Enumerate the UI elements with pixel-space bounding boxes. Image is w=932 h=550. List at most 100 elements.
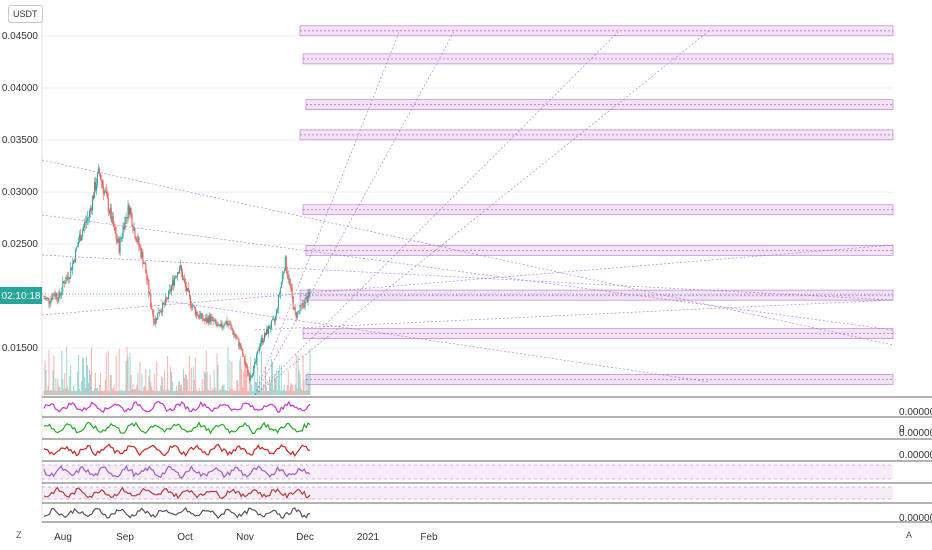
volume-bar [120, 389, 122, 395]
candle-body [229, 323, 231, 325]
volume-bar [232, 389, 234, 395]
volume-bar [153, 390, 155, 395]
candle-body [260, 343, 262, 347]
candle-body [83, 226, 85, 231]
candle-body [259, 346, 261, 351]
volume-bar [295, 354, 297, 395]
volume-bar [101, 390, 103, 395]
candle-body [50, 298, 52, 303]
candle-body [91, 196, 93, 211]
volume-bar [264, 390, 266, 395]
candle-body [98, 168, 100, 174]
candle-body [149, 293, 151, 295]
volume-bar [77, 371, 79, 395]
auto-scale-right-button[interactable]: A [906, 530, 913, 540]
oscillator-line [43, 464, 311, 479]
price-tick-label: 0.04500 [2, 31, 39, 42]
volume-bar [104, 379, 106, 395]
volume-bar [208, 390, 210, 395]
candle-body [67, 276, 69, 278]
volume-bar [190, 367, 192, 395]
volume-bar [278, 365, 280, 395]
candle-body [230, 323, 232, 327]
volume-bar [231, 360, 233, 395]
candle-body [99, 173, 101, 180]
trend-line [254, 29, 456, 396]
candle-body [214, 319, 216, 321]
volume-bar [200, 390, 202, 395]
volume-bar [229, 359, 231, 395]
trend-line [254, 299, 894, 331]
candle-body [285, 256, 287, 272]
candle-body [81, 236, 83, 241]
volume-bar [81, 381, 83, 395]
candle-body [300, 304, 302, 306]
volume-bar [251, 385, 253, 395]
volume-bar [161, 375, 163, 395]
candle-body [304, 298, 306, 308]
volume-bar [151, 386, 153, 395]
candle-body [153, 314, 155, 324]
volume-bar [202, 390, 204, 395]
candle-body [89, 208, 91, 212]
candle-body [92, 196, 94, 199]
candle-body [176, 276, 178, 278]
volume-bar [117, 390, 119, 395]
candle-body [201, 313, 203, 320]
candle-body [231, 326, 233, 330]
volume-bar [222, 385, 224, 395]
candle-body [274, 316, 276, 322]
candle-body [204, 318, 206, 321]
candle-body [163, 302, 165, 305]
candle-body [85, 222, 87, 224]
candle-body [100, 179, 102, 182]
volume-bar [164, 370, 166, 395]
volume-bar [73, 385, 75, 395]
candle-body [172, 279, 174, 286]
volume-bar [238, 390, 240, 395]
time-axis[interactable]: Aug Sep Oct Nov Dec 2021 Feb [54, 532, 438, 543]
candle-body [183, 279, 185, 282]
volume-bar [218, 390, 220, 395]
candle-body [125, 217, 127, 218]
volume-bar [254, 357, 256, 395]
volume-bar [286, 384, 288, 395]
volume-bar [150, 381, 152, 395]
candle-body [267, 326, 269, 334]
price-tick-label: 0.03000 [2, 187, 39, 198]
candle-body [110, 208, 112, 222]
candle-body [119, 238, 121, 253]
candle-body [93, 181, 95, 199]
candle-body [145, 264, 147, 274]
volume-bar [227, 347, 229, 395]
volume-bar [92, 390, 94, 395]
volume-bar [158, 390, 160, 395]
volume-bar [201, 379, 203, 395]
candle-body [113, 226, 115, 228]
oscillator-value-label: 0.00000 [899, 513, 932, 524]
candle-body [178, 268, 180, 274]
volume-bar [204, 373, 206, 395]
currency-badge[interactable]: USDT [8, 5, 43, 23]
volume-bar [172, 381, 174, 395]
price-axis[interactable]: 0.045000.040000.035000.030000.025000.020… [2, 31, 39, 354]
candle-body [171, 285, 173, 292]
candle-body [58, 292, 60, 301]
volume-bar [252, 390, 254, 395]
volume-bar [234, 390, 236, 395]
candle-body [257, 350, 259, 355]
candle-body [272, 318, 274, 320]
candle-body [241, 349, 243, 351]
candle-body [128, 205, 130, 215]
candle-body [246, 365, 248, 367]
volume-bar [235, 390, 237, 395]
volume-bar [292, 390, 294, 395]
candle-body [182, 279, 184, 280]
auto-scale-left-button[interactable]: Z [16, 530, 22, 540]
volume-bar [258, 390, 260, 395]
candle-body [80, 234, 82, 241]
volume-bar [233, 390, 235, 395]
volume-bar [139, 361, 141, 395]
volume-bar [259, 375, 261, 395]
